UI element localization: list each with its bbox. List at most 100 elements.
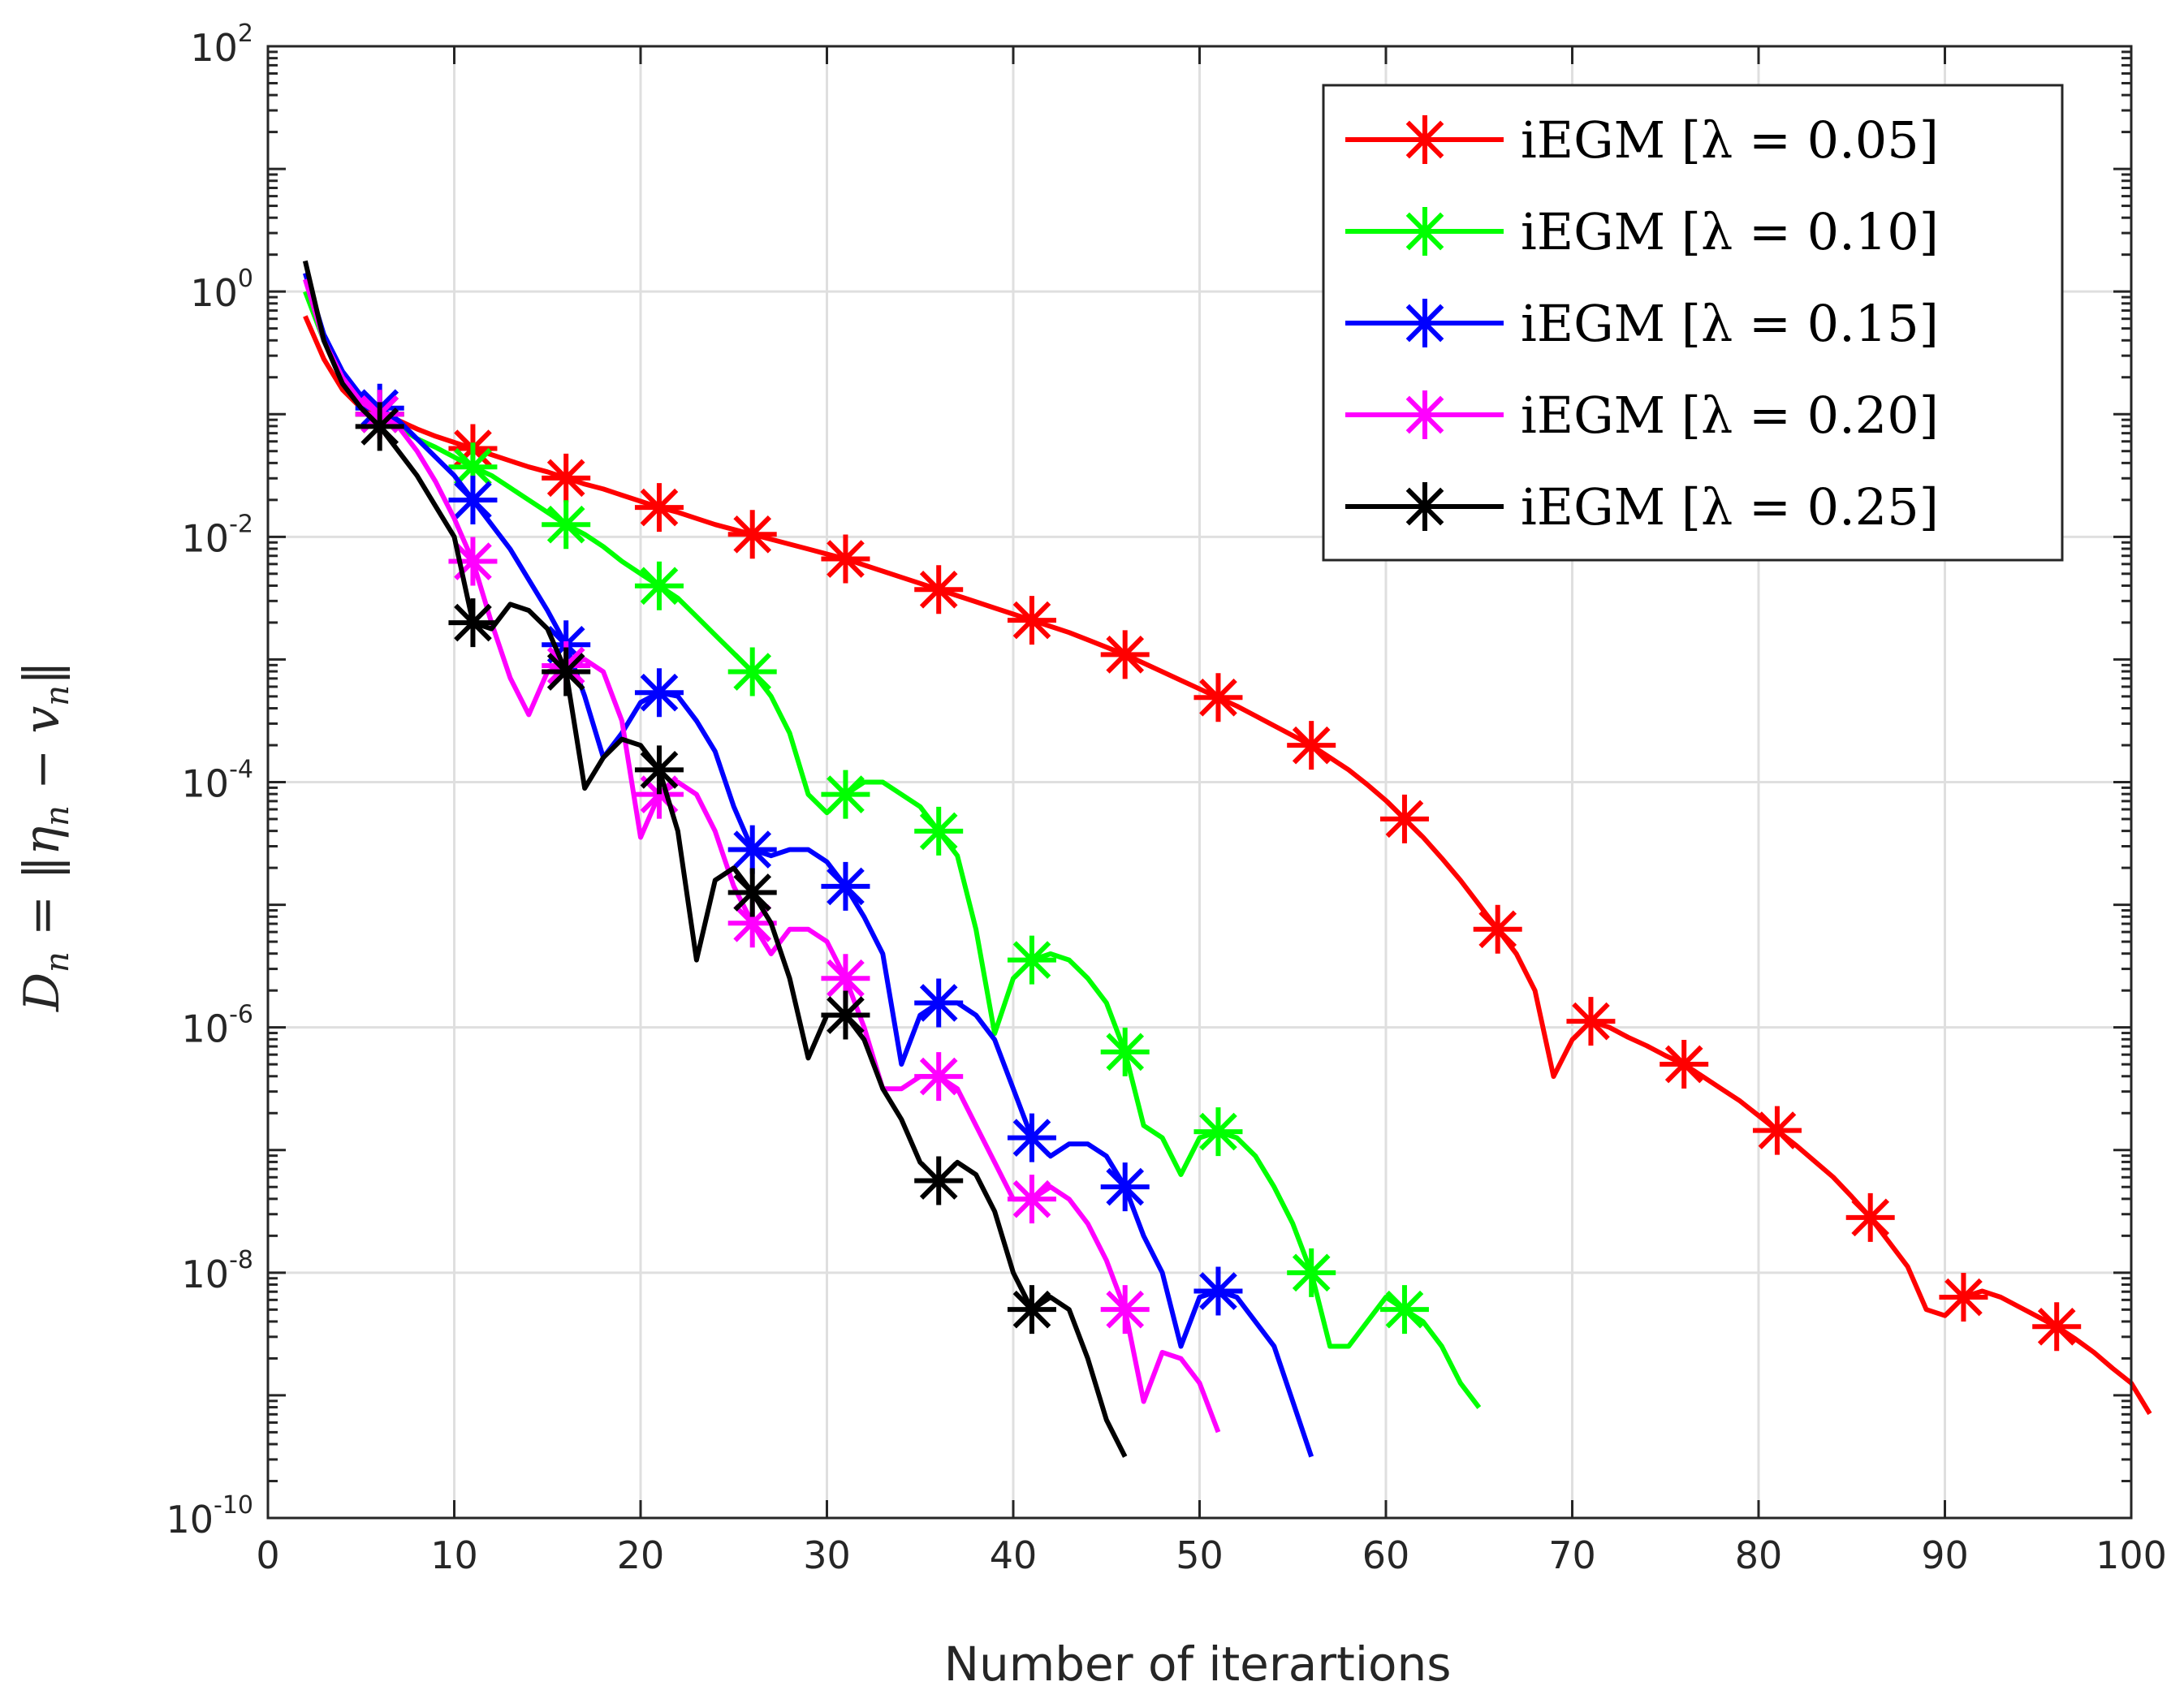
series-marker: [634, 668, 684, 718]
x-tick-label: 60: [1362, 1533, 1410, 1577]
x-tick-label: 0: [256, 1533, 279, 1577]
legend-label: iEGM [λ = 0.25]: [1521, 477, 1939, 537]
series-marker: [634, 483, 684, 533]
series-marker: [1100, 1027, 1150, 1076]
y-tick-exponent: 2: [238, 19, 253, 48]
legend-marker: [1401, 207, 1449, 256]
x-tick-label: 10: [430, 1533, 478, 1577]
y-tick-base: 10: [190, 26, 238, 70]
series-marker: [821, 861, 870, 911]
series-marker: [1007, 1113, 1056, 1162]
x-axis-title: Number of iterartions: [944, 1636, 1452, 1692]
legend-entry-4: iEGM [λ = 0.20]: [1345, 386, 1939, 445]
series-marker: [914, 806, 964, 856]
series-marker: [1379, 794, 1429, 843]
series-marker: [448, 476, 498, 525]
series-marker: [1287, 721, 1336, 770]
x-tick-label: 90: [1921, 1533, 1969, 1577]
y-tick-label: 10-10: [166, 1491, 253, 1542]
y-label-eta: η: [14, 826, 71, 856]
series-marker: [914, 1052, 964, 1102]
series-1: [303, 315, 2152, 1416]
y-tick-base: 10: [166, 1498, 214, 1542]
y-tick-label: 10-2: [182, 510, 253, 560]
series-marker: [1287, 1248, 1336, 1297]
series-marker: [634, 770, 684, 819]
series-marker: [914, 1156, 964, 1205]
series-5: [302, 260, 1128, 1458]
series-marker: [1845, 1192, 1895, 1242]
series-marker: [727, 647, 777, 696]
series-group: [302, 260, 2152, 1458]
legend-entry-3: iEGM [λ = 0.15]: [1345, 294, 1939, 353]
y-tick-base: 10: [182, 762, 230, 806]
legend-label: iEGM [λ = 0.20]: [1521, 386, 1939, 445]
x-tick-label: 50: [1176, 1533, 1224, 1577]
series-marker: [727, 899, 777, 948]
y-tick-base: 10: [182, 516, 230, 560]
legend-entry-1: iEGM [λ = 0.05]: [1345, 110, 1939, 170]
series-marker: [821, 770, 870, 819]
y-tick-exponent: 0: [238, 265, 253, 293]
y-tick-base: 10: [190, 271, 238, 315]
legend-marker: [1401, 390, 1449, 439]
y-tick-label: 10-6: [182, 1001, 253, 1051]
series-marker: [634, 561, 684, 610]
legend-entry-2: iEGM [λ = 0.10]: [1345, 202, 1939, 261]
x-tick-label: 30: [803, 1533, 851, 1577]
y-tick-exponent: -6: [229, 1001, 253, 1029]
series-marker: [1939, 1273, 1988, 1322]
y-label-sub2: n: [39, 805, 76, 826]
series-marker: [1193, 1266, 1243, 1316]
y-tick-base: 10: [182, 1007, 230, 1051]
series-marker: [448, 598, 498, 648]
series-2: [303, 291, 1482, 1409]
series-line: [302, 260, 1128, 1458]
series-marker: [727, 510, 777, 559]
series-line: [303, 315, 2152, 1416]
series-marker: [1379, 1285, 1429, 1335]
series-marker: [1193, 1107, 1243, 1157]
y-label-v: v: [14, 706, 71, 734]
x-tick-labels: 0 10 20 30 40 50 60 70 80 90 100: [256, 1533, 2167, 1577]
y-label-minus: −: [14, 734, 71, 805]
y-axis-title: Dn = ‖ηn − vn‖: [14, 661, 76, 1012]
series-marker: [542, 647, 591, 696]
series-marker: [914, 978, 964, 1028]
series-line: [303, 291, 1482, 1409]
legend-label: iEGM [λ = 0.15]: [1521, 294, 1939, 353]
series-marker: [1193, 673, 1243, 722]
series-marker: [1752, 1106, 1802, 1155]
series-marker: [1007, 596, 1056, 645]
legend-entry-5: iEGM [λ = 0.25]: [1345, 477, 1939, 537]
axes: [266, 45, 2133, 1520]
x-tick-label: 80: [1735, 1533, 1783, 1577]
series-marker: [2032, 1302, 2082, 1352]
series-marker: [1007, 1175, 1056, 1224]
y-label-eq: = ‖: [14, 856, 71, 951]
y-tick-label: 10-4: [182, 756, 253, 806]
legend-marker: [1401, 482, 1449, 531]
y-tick-exponent: -8: [229, 1246, 253, 1274]
y-tick-base: 10: [182, 1253, 230, 1296]
series-marker: [542, 453, 591, 502]
series-line: [303, 278, 1221, 1434]
series-marker: [1007, 1285, 1056, 1335]
series-marker: [1100, 630, 1150, 679]
series-marker: [1566, 997, 1616, 1046]
series-marker: [821, 954, 870, 1003]
legend: iEGM [λ = 0.05] iEGM [λ = 0.10] iEGM [λ = …: [1322, 84, 2064, 562]
x-tick-label: 100: [2096, 1533, 2167, 1577]
series-marker: [1100, 1162, 1150, 1212]
legend-label: iEGM [λ = 0.10]: [1521, 202, 1939, 261]
series-marker: [634, 745, 684, 795]
legend-marker: [1401, 115, 1449, 164]
x-tick-label: 40: [990, 1533, 1038, 1577]
series-marker: [821, 534, 870, 584]
y-tick-exponent: -10: [214, 1491, 253, 1520]
series-marker: [355, 402, 404, 451]
y-tick-label: 100: [190, 265, 253, 315]
series-marker: [914, 565, 964, 614]
